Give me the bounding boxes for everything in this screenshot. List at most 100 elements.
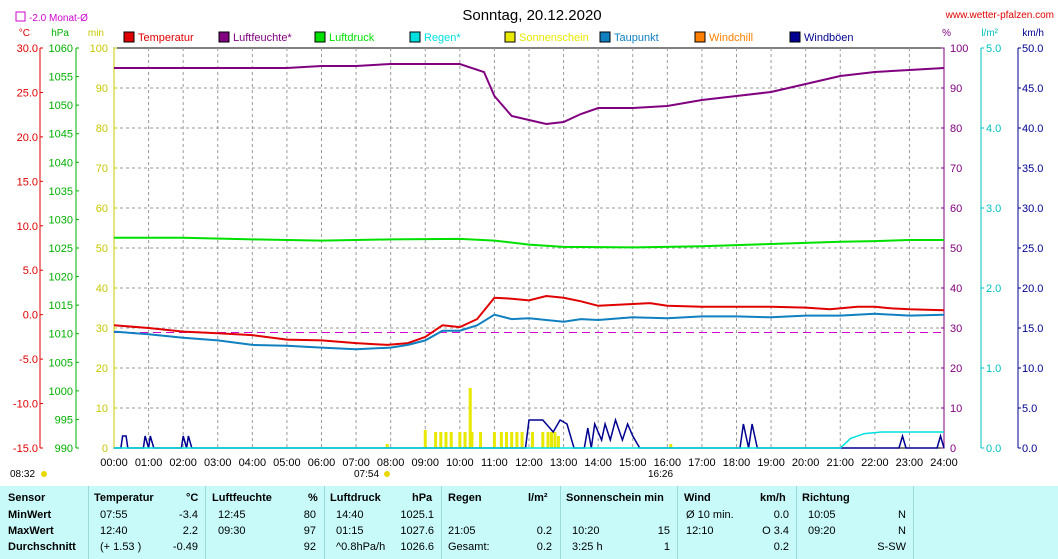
legend-label: Windböen [804, 32, 854, 44]
legend-swatch [123, 31, 135, 43]
stat-wind-val: 0.2 [773, 541, 789, 553]
stat-hum-val: 80 [303, 509, 316, 521]
sunshine-bar [541, 432, 545, 448]
x-tick-label: 03:00 [204, 457, 232, 469]
stat-press-time: 14:40 [336, 509, 364, 521]
sunshine-bar [423, 430, 427, 448]
sunshine-bar [520, 432, 524, 448]
stat-wind-val: 0.0 [773, 509, 789, 521]
sunshine-bar [556, 436, 560, 448]
chart-legend: Temperatur Luftfeuchte* Luftdruck Regen* Son… [123, 31, 854, 44]
x-tick-label: 12:00 [515, 457, 543, 469]
hdr-temp-unit: °C [186, 492, 199, 504]
wind-axis-tick-label: 10.0 [1022, 363, 1043, 375]
pressure-axis-tick-label: 1040 [49, 157, 73, 169]
pressure-axis-tick-label: 1020 [49, 272, 73, 284]
legend-label: Taupunkt [614, 32, 659, 44]
x-tick-label: 09:00 [411, 457, 439, 469]
legend-label: Luftfeuchte* [233, 32, 292, 44]
stat-sun-time: 10:20 [572, 525, 600, 537]
x-tick-label: 11:00 [481, 457, 508, 469]
sunrise-icon [384, 471, 390, 477]
temp-axis-tick-label: 30.0 [17, 43, 38, 55]
stat-hum-time: 12:45 [218, 509, 246, 521]
sunshine-bar [505, 432, 509, 448]
hdr-press-unit: hPa [412, 492, 433, 504]
minutes-axis-tick-label: 70 [96, 163, 108, 175]
chart-series [113, 63, 945, 449]
x-tick-label: 18:00 [723, 457, 751, 469]
sunshine-bar [530, 432, 534, 448]
x-tick-label: 00:00 [100, 457, 128, 469]
x-tick-label: 13:00 [550, 457, 578, 469]
rain-axis-tick-label: 0.0 [986, 443, 1001, 455]
x-tick-label: 10:00 [446, 457, 474, 469]
x-tick-label: 14:00 [584, 457, 612, 469]
stat-sun-val: 1 [663, 541, 670, 553]
x-tick-label: 24:00 [930, 457, 958, 469]
extra-time-label: 08:32 [10, 469, 35, 480]
stat-temp-time: (+ 1.53 ) [100, 541, 142, 553]
chart-axes [39, 47, 1021, 449]
stat-rain-val: 0.2 [536, 541, 552, 553]
series-regen [114, 431, 944, 449]
stat-dir-val: S-SW [877, 541, 906, 553]
pressure-axis-tick-label: 1000 [49, 386, 73, 398]
stat-wind-time: Ø 10 min. [686, 509, 734, 521]
stat-wind-time: 12:10 [686, 525, 714, 537]
hdr-rain-unit: l/m² [528, 492, 548, 504]
stat-press-val: 1025.1 [400, 509, 434, 521]
rain-axis-tick-label: 1.0 [986, 363, 1001, 375]
x-tick-label: 21:00 [826, 457, 854, 469]
x-tick-label: 17:00 [688, 457, 716, 469]
series-luftfeuchte [114, 63, 945, 126]
x-tick-label: 20:00 [792, 457, 820, 469]
x-tick-label: 02:00 [169, 457, 197, 469]
sunshine-bar [439, 432, 443, 448]
stat-press-time: ^0.8hPa/h [336, 541, 386, 553]
legend-swatch [314, 31, 326, 43]
stat-dir-time: 10:05 [808, 509, 836, 521]
stat-press-val: 1026.6 [400, 541, 434, 553]
sunshine-bar [553, 432, 557, 448]
legend-label: Windchill [709, 32, 753, 44]
sunshine-bar [434, 432, 438, 448]
sunshine-bar [470, 432, 474, 448]
x-tick-label: 23:00 [896, 457, 924, 469]
legend-label: Temperatur [138, 32, 194, 44]
stat-dir-val: N [898, 509, 906, 521]
temp-axis-tick-label: -10.0 [13, 399, 38, 411]
temp-axis-tick-label: 15.0 [17, 176, 38, 188]
sunshine-bar [499, 432, 503, 448]
rain-axis-tick-label: 4.0 [986, 123, 1001, 135]
temp-axis-tick-label: 25.0 [17, 87, 38, 99]
minutes-axis-tick-label: 80 [96, 123, 108, 135]
temp-axis-tick-label: -5.0 [19, 354, 38, 366]
sunshine-bar [449, 432, 453, 448]
chart-labels: 00:00 01:00 02:00 03:00 04:00 05:00 06:00 07:00… [13, 43, 1044, 469]
pressure-axis-tick-label: 1055 [49, 72, 73, 84]
rain-axis-tick-label: 5.0 [986, 43, 1001, 55]
stat-rain-time: Gesamt: [448, 541, 490, 553]
legend-label: Regen* [424, 32, 461, 44]
chart-grid [113, 47, 945, 449]
sunset-label: 16:26 [648, 469, 673, 480]
stat-temp-val: -0.49 [172, 541, 198, 553]
humidity-axis-tick-label: 60 [950, 203, 962, 215]
monat-avg-label: -2.0 Monat-Ø [29, 13, 88, 24]
sunshine-bar [458, 432, 462, 448]
minutes-axis-tick-label: 30 [96, 323, 108, 335]
wind-axis-tick-label: 25.0 [1022, 243, 1043, 255]
minutes-axis-tick-label: 60 [96, 203, 108, 215]
pressure-axis-tick-label: 1045 [49, 129, 73, 141]
pressure-axis-tick-label: 1060 [49, 43, 73, 55]
site-link[interactable]: www.wetter-pfalzen.com [945, 10, 1054, 21]
wind-axis-tick-label: 30.0 [1022, 203, 1043, 215]
stat-temp-val: 2.2 [182, 525, 198, 537]
stat-rain-val: 0.2 [536, 525, 552, 537]
humidity-axis-tick-label: 50 [950, 243, 962, 255]
pressure-axis-tick-label: 1025 [49, 243, 73, 255]
stat-rain-time: 21:05 [448, 525, 476, 537]
stat-sun-time: 3:25 h [572, 541, 603, 553]
stat-temp-val: -3.4 [179, 509, 198, 521]
